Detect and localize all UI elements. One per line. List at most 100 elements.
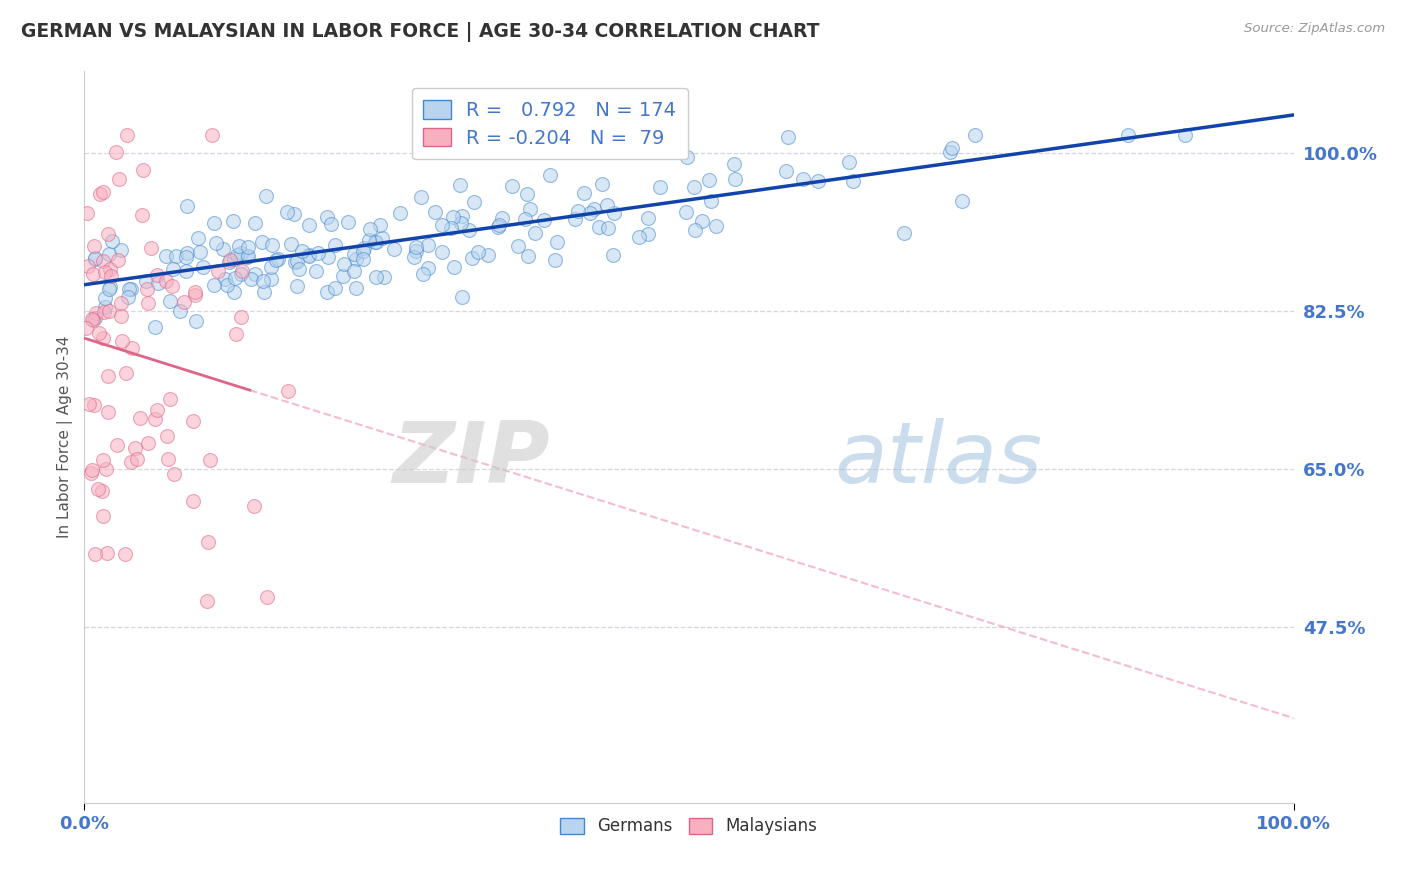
Point — [637, 211, 659, 226]
Point — [91, 508, 114, 523]
Point — [298, 218, 321, 232]
Point — [266, 252, 288, 267]
Point — [108, 172, 131, 186]
Point — [336, 215, 359, 229]
Point — [176, 264, 198, 278]
Point — [228, 239, 250, 253]
Point — [450, 290, 472, 304]
Point — [98, 261, 121, 276]
Point — [131, 208, 153, 222]
Point — [96, 546, 118, 560]
Point — [159, 392, 181, 407]
Point — [506, 239, 529, 253]
Point — [513, 211, 536, 226]
Point — [389, 205, 412, 219]
Point — [225, 327, 247, 342]
Point — [93, 265, 115, 279]
Point — [94, 291, 117, 305]
Point — [285, 254, 308, 268]
Point — [650, 179, 672, 194]
Point — [132, 163, 155, 178]
Point — [229, 310, 252, 324]
Point — [77, 397, 100, 411]
Point — [416, 260, 439, 275]
Point — [205, 235, 228, 250]
Point — [115, 128, 138, 142]
Point — [176, 199, 198, 213]
Point — [141, 241, 163, 255]
Point — [260, 271, 283, 285]
Point — [118, 282, 141, 296]
Point — [516, 186, 538, 201]
Point — [91, 331, 114, 345]
Point — [202, 216, 225, 230]
Point — [97, 247, 120, 261]
Point — [238, 239, 260, 253]
Point — [84, 251, 107, 265]
Point — [432, 244, 454, 259]
Point — [87, 326, 110, 340]
Point — [138, 436, 160, 450]
Point — [461, 251, 484, 265]
Point — [316, 250, 339, 264]
Point — [405, 244, 427, 259]
Point — [174, 250, 197, 264]
Point — [254, 188, 277, 202]
Point — [207, 264, 229, 278]
Point — [146, 268, 169, 282]
Point — [219, 253, 242, 268]
Point — [224, 271, 246, 285]
Point — [359, 233, 381, 247]
Point — [181, 494, 204, 508]
Point — [533, 212, 555, 227]
Point — [368, 219, 391, 233]
Point — [775, 164, 797, 178]
Point — [156, 429, 179, 443]
Point — [373, 270, 395, 285]
Point — [76, 206, 98, 220]
Point — [155, 249, 177, 263]
Point — [316, 211, 339, 225]
Point — [136, 282, 159, 296]
Point — [157, 452, 180, 467]
Point — [450, 216, 472, 230]
Point — [690, 214, 713, 228]
Point — [724, 172, 747, 186]
Point — [343, 246, 366, 260]
Point — [256, 590, 278, 604]
Point — [538, 168, 561, 182]
Point — [83, 398, 105, 412]
Point — [346, 281, 368, 295]
Point — [443, 260, 465, 274]
Point — [250, 235, 273, 249]
Point — [941, 141, 963, 155]
Point — [187, 231, 209, 245]
Point — [588, 219, 610, 234]
Point — [267, 252, 290, 266]
Point — [240, 272, 263, 286]
Y-axis label: In Labor Force | Age 30-34: In Labor Force | Age 30-34 — [58, 335, 73, 539]
Legend: R =   0.792   N = 174, R = -0.204   N =  79: R = 0.792 N = 174, R = -0.204 N = 79 — [412, 88, 688, 160]
Point — [704, 219, 727, 234]
Point — [135, 274, 157, 288]
Point — [162, 262, 184, 277]
Point — [165, 248, 187, 262]
Point — [162, 467, 184, 481]
Point — [201, 128, 224, 142]
Point — [222, 252, 245, 266]
Point — [305, 264, 328, 278]
Point — [82, 268, 104, 282]
Point — [162, 279, 184, 293]
Point — [236, 250, 259, 264]
Point — [280, 236, 302, 251]
Point — [197, 535, 219, 549]
Text: GERMAN VS MALAYSIAN IN LABOR FORCE | AGE 30-34 CORRELATION CHART: GERMAN VS MALAYSIAN IN LABOR FORCE | AGE… — [21, 22, 820, 42]
Point — [98, 280, 121, 294]
Point — [491, 211, 513, 226]
Point — [544, 252, 567, 267]
Point — [253, 285, 276, 299]
Point — [94, 301, 117, 315]
Point — [699, 173, 721, 187]
Point — [564, 212, 586, 227]
Point — [101, 234, 124, 248]
